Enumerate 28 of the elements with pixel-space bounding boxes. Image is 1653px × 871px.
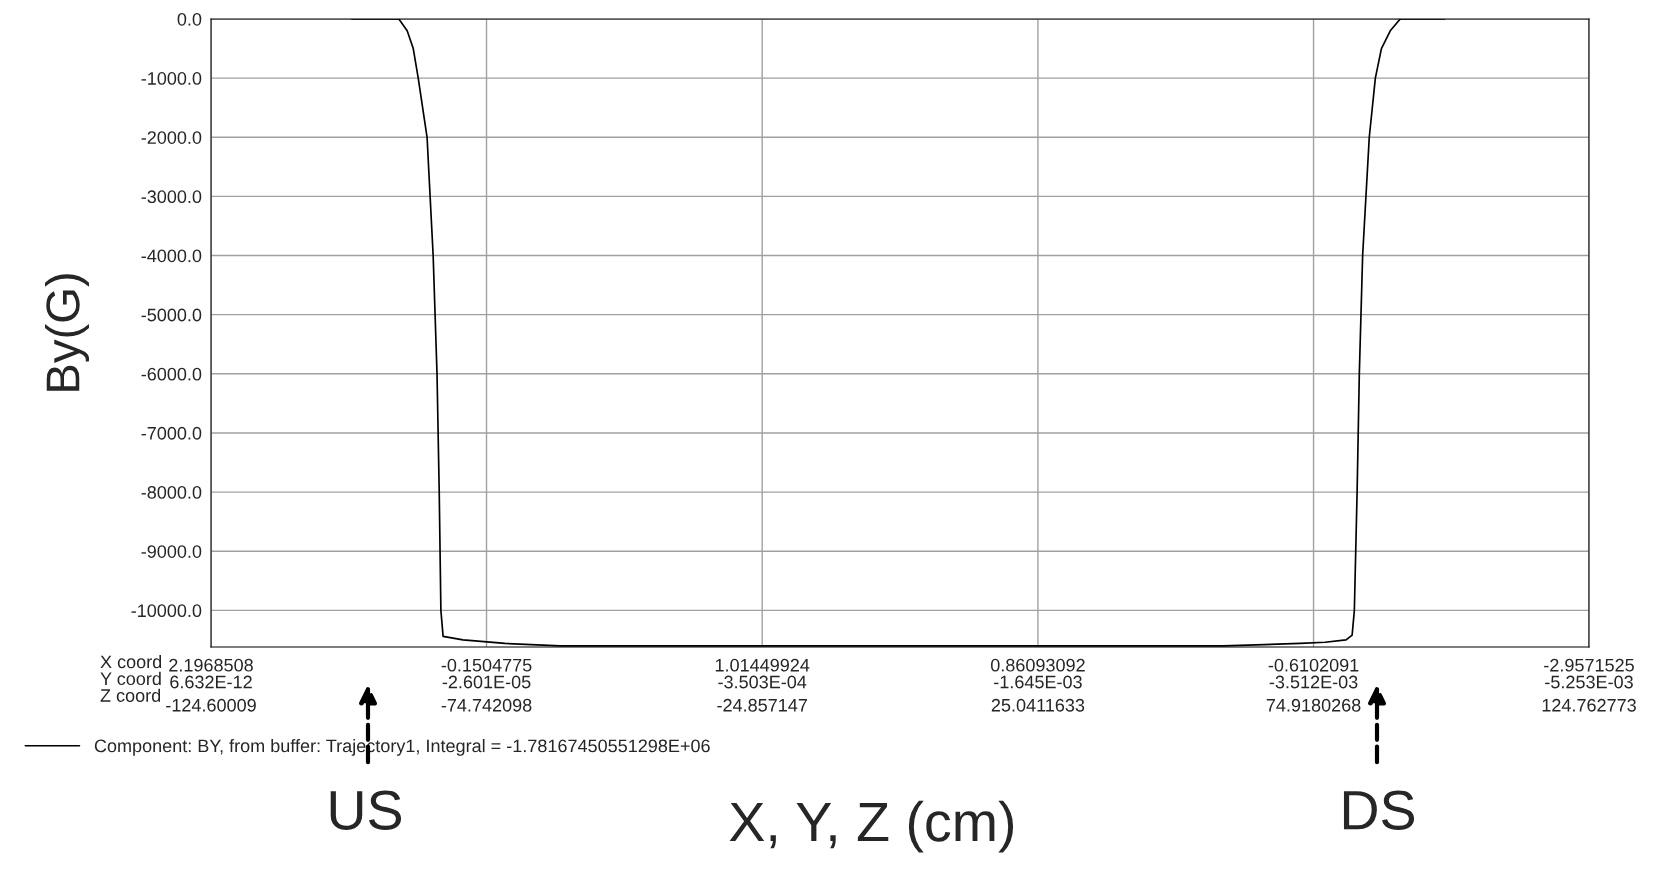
- text: 0.86093092 -1.645E-03: [990, 658, 1085, 689]
- x-axis-title: X, Y, Z (cm): [729, 800, 1014, 853]
- text: 1.01449924 -3.503E-04: [715, 658, 810, 689]
- y-tick-label: -1000.0: [141, 72, 202, 85]
- y-axis-title: By(G): [45, 274, 90, 391]
- x-tick-label: -24.857147: [717, 698, 807, 712]
- text: 2.1968508 6.632E-12: [169, 658, 253, 689]
- x-tick-label: -124.60009: [166, 698, 256, 712]
- text: -0.1504775 -2.601E-05: [441, 658, 532, 689]
- text: US: [330, 790, 402, 830]
- y-tick-label: -10000.0: [131, 604, 202, 618]
- x-tick-label: 124.762773: [1542, 698, 1636, 712]
- x-tick-label: 74.9180268: [1266, 698, 1361, 712]
- x-tick-label: -74.742098: [441, 698, 532, 712]
- y-tick-label: -5000.0: [141, 308, 202, 322]
- y-tick-label: 0.0: [177, 12, 202, 26]
- text: -2.9571525 -5.253E-03: [1544, 658, 1634, 689]
- x-tick-label: 25.0411633: [991, 698, 1085, 712]
- y-tick-label: -2000.0: [141, 131, 202, 144]
- y-tick-label: -4000.0: [141, 249, 202, 263]
- y-tick-label: -7000.0: [141, 426, 202, 440]
- text: X coord Y coord Z coord: [100, 655, 162, 702]
- y-tick-label: -3000.0: [141, 190, 202, 204]
- y-tick-label: -9000.0: [141, 545, 202, 558]
- text: DS: [1343, 790, 1415, 830]
- text: -0.6102091 -3.512E-03: [1268, 658, 1359, 689]
- y-tick-label: -8000.0: [141, 486, 202, 499]
- y-tick-label: -6000.0: [141, 367, 202, 381]
